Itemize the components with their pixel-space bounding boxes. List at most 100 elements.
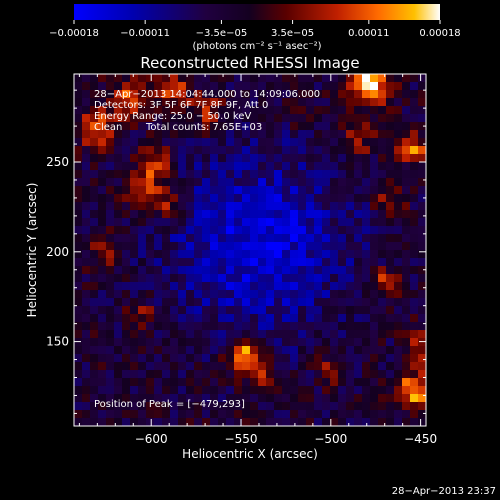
heatmap-cell [402, 226, 411, 235]
heatmap-cell [418, 234, 426, 243]
heatmap-cell [330, 298, 339, 307]
heatmap-cell [82, 90, 91, 99]
heatmap-cell [210, 386, 219, 395]
heatmap-cell [314, 322, 323, 331]
heatmap-cell [194, 218, 203, 227]
heatmap-cell [266, 306, 275, 315]
heatmap-cell [258, 338, 267, 347]
heatmap-cell [154, 234, 163, 243]
heatmap-cell [234, 266, 243, 275]
heatmap-cell [234, 410, 243, 419]
heatmap-cell [130, 274, 139, 283]
heatmap-cell [138, 170, 147, 179]
heatmap-cell [306, 242, 315, 251]
heatmap-cell [122, 418, 131, 426]
heatmap-cell [330, 402, 339, 411]
heatmap-cell [418, 274, 426, 283]
heatmap-cell [402, 170, 411, 179]
heatmap-cell [186, 338, 195, 347]
heatmap-cell [82, 314, 91, 323]
heatmap-cell [306, 274, 315, 283]
heatmap-cell [354, 402, 363, 411]
heatmap-cell [226, 394, 235, 403]
heatmap-cell [226, 122, 235, 131]
heatmap-cell [74, 418, 83, 426]
heatmap-cell [186, 354, 195, 363]
heatmap-cell [170, 186, 179, 195]
heatmap-cell [242, 170, 251, 179]
heatmap-cell [210, 146, 219, 155]
heatmap-cell [362, 162, 371, 171]
heatmap-cell [242, 146, 251, 155]
heatmap-cell [146, 74, 155, 83]
heatmap-cell [354, 122, 363, 131]
heatmap-cell [394, 170, 403, 179]
heatmap-cell [266, 106, 275, 115]
heatmap-cell [274, 354, 283, 363]
heatmap-cell [306, 362, 315, 371]
heatmap-cell [90, 354, 99, 363]
heatmap-cell [370, 330, 379, 339]
heatmap-cell [122, 346, 131, 355]
heatmap-cell [354, 410, 363, 419]
heatmap-cell [282, 410, 291, 419]
heatmap-cell [330, 394, 339, 403]
heatmap-cell [362, 226, 371, 235]
heatmap-cell [90, 194, 99, 203]
heatmap-cell [82, 418, 91, 426]
heatmap-cell [138, 202, 147, 211]
heatmap-cell [234, 194, 243, 203]
heatmap-cell [234, 362, 243, 371]
heatmap-cell [98, 154, 107, 163]
heatmap-cell [306, 130, 315, 139]
heatmap-cell [250, 170, 259, 179]
heatmap-cell [386, 210, 395, 219]
heatmap-cell [370, 218, 379, 227]
heatmap-cell [338, 138, 347, 147]
heatmap-cell [210, 266, 219, 275]
heatmap-cell [138, 130, 147, 139]
heatmap-cell [154, 314, 163, 323]
heatmap-cell [338, 170, 347, 179]
heatmap-cell [82, 338, 91, 347]
heatmap-cell [266, 418, 275, 426]
heatmap-cell [418, 82, 426, 91]
heatmap-cell [210, 242, 219, 251]
heatmap-cell [386, 394, 395, 403]
heatmap-cell [154, 74, 163, 83]
heatmap-cell [306, 146, 315, 155]
heatmap-cell [138, 410, 147, 419]
heatmap-cell [346, 386, 355, 395]
heatmap-cell [162, 114, 171, 123]
heatmap-cell [274, 234, 283, 243]
heatmap-cell [346, 346, 355, 355]
heatmap-cell [346, 282, 355, 291]
heatmap-cell [122, 330, 131, 339]
heatmap-cell [242, 234, 251, 243]
heatmap-cell [210, 106, 219, 115]
heatmap-cell [106, 82, 115, 91]
heatmap-cell [82, 234, 91, 243]
heatmap-cell [122, 218, 131, 227]
heatmap-cell [362, 378, 371, 387]
heatmap-cell [370, 410, 379, 419]
heatmap-cell [314, 338, 323, 347]
heatmap-cell [178, 298, 187, 307]
heatmap-cell [146, 354, 155, 363]
heatmap-cell [242, 186, 251, 195]
heatmap-cell [114, 170, 123, 179]
heatmap-cell [282, 346, 291, 355]
heatmap-cell [418, 306, 426, 315]
heatmap-cell [242, 202, 251, 211]
heatmap-cell [370, 314, 379, 323]
heatmap-cell [370, 338, 379, 347]
heatmap-cell [130, 202, 139, 211]
heatmap-cell [394, 386, 403, 395]
heatmap-cell [394, 338, 403, 347]
heatmap-cell [346, 362, 355, 371]
heatmap-cell [410, 74, 419, 83]
heatmap-cell [154, 258, 163, 267]
heatmap-cell [130, 298, 139, 307]
heatmap-cell [250, 298, 259, 307]
